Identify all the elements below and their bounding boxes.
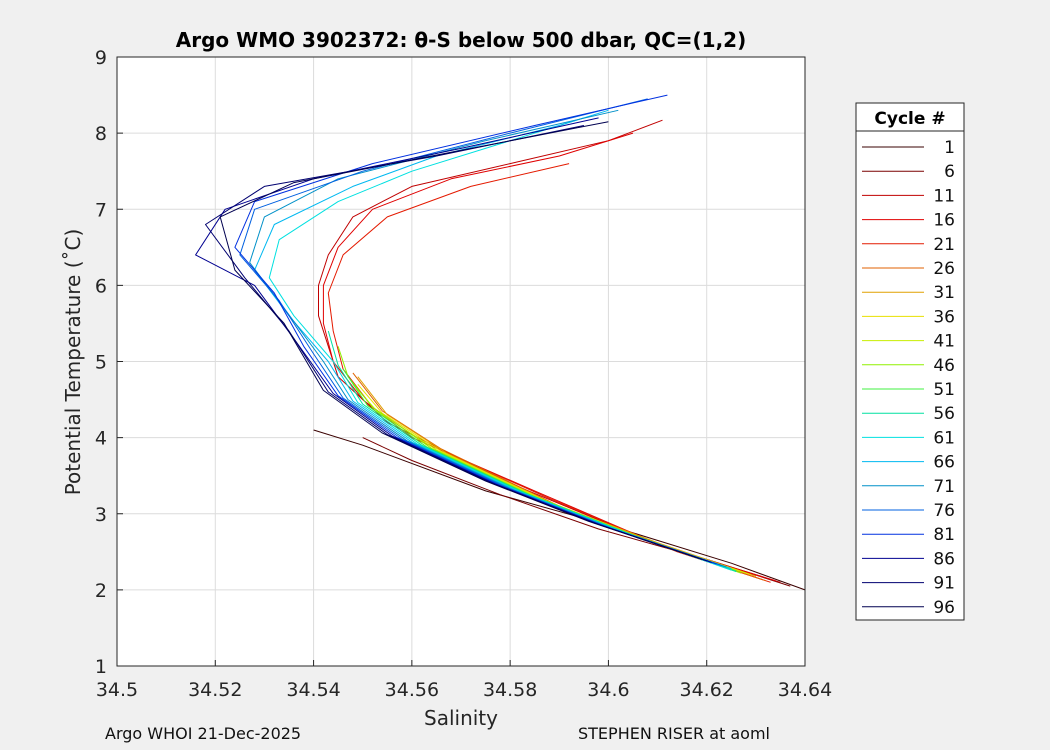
x-tick-label: 34.5 [96,679,138,701]
x-tick-label: 34.64 [778,679,832,701]
legend-label: 61 [933,428,955,448]
legend-label: 96 [933,598,955,618]
legend-label: 16 [933,211,955,231]
y-tick-label: 4 [95,428,107,450]
legend-label: 76 [933,501,955,521]
y-tick-label: 7 [95,199,107,221]
legend-label: 46 [933,356,955,376]
legend: Cycle # 16111621263136414651566166717681… [855,102,965,621]
y-tick-label: 2 [95,580,107,602]
x-tick-label: 34.58 [483,679,537,701]
series-line-cycle-16 [322,132,776,582]
footer-operator: STEPHEN RISER at aoml [578,724,770,743]
series-line-cycle-21 [327,163,771,583]
legend-label: 1 [944,138,955,158]
legend-label: 6 [944,162,955,182]
chart-title: Argo WMO 3902372: θ-S below 500 dbar, QC… [176,28,746,52]
series-line-cycle-1 [313,429,806,591]
x-tick-label: 34.62 [680,679,734,701]
y-tick-label: 6 [95,275,107,297]
legend-title: Cycle # [874,109,945,129]
legend-label: 91 [933,574,955,594]
x-ticks: 34.5 34.52 34.54 34.56 34.58 34.6 34.62 34.64 [96,660,832,701]
legend-label: 51 [933,380,955,400]
legend-label: 71 [933,477,955,497]
legend-label: 56 [933,404,955,424]
x-tick-label: 34.6 [587,679,629,701]
y-tick-label: 8 [95,123,107,145]
legend-label: 86 [933,549,955,569]
legend-label: 81 [933,525,955,545]
legend-label: 36 [933,307,955,327]
y-ticks: 1 2 3 4 5 6 7 8 9 [95,47,123,678]
series-lines [195,94,806,591]
y-tick-label: 9 [95,47,107,69]
x-tick-label: 34.52 [188,679,242,701]
x-axis-label: Salinity [424,706,498,730]
x-tick-label: 34.54 [286,679,340,701]
y-tick-label: 1 [95,656,107,678]
series-line-cycle-96 [219,121,702,560]
y-tick-label: 5 [95,352,107,374]
y-tick-label: 3 [95,504,107,526]
legend-label: 41 [933,332,955,352]
footer-credit: Argo WHOI 21-Dec-2025 [105,724,302,743]
legend-label: 21 [933,235,955,255]
legend-label: 11 [933,186,955,206]
x-tick-label: 34.56 [385,679,439,701]
legend-label: 31 [933,283,955,303]
y-axis-label: Potential Temperature (˚C) [61,229,85,496]
legend-label: 66 [933,453,955,473]
legend-label: 26 [933,259,955,279]
